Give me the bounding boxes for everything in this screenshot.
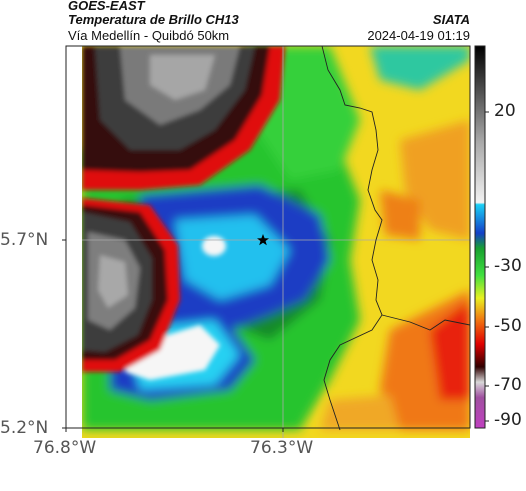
lat-tick-2: 5.2°N (0, 418, 49, 438)
city-star-marker (257, 234, 269, 246)
product-title: Temperatura de Brillo CH13 (68, 12, 239, 27)
datetime-label: 2024-04-19 01:19 (367, 28, 470, 43)
colorbar-tick-20: 20 (494, 101, 516, 121)
region-label: Vía Medellín - Quibdó 50km (68, 28, 230, 43)
satellite-name: GOES-EAST (68, 0, 145, 13)
colorbar-tick-m70: -70 (494, 375, 522, 395)
border-line (321, 46, 383, 431)
agency-label: SIATA (432, 12, 470, 27)
lon-tick-1: 76.8°W (33, 438, 97, 458)
map-frame (65, 45, 471, 429)
colorbar (474, 45, 486, 429)
colorbar-tick-m50: -50 (494, 316, 522, 336)
colorbar-tick-m30: -30 (494, 256, 522, 276)
lon-tick-2: 76.3°W (250, 438, 314, 458)
temperature-field (82, 46, 470, 438)
colorbar-tick-m90: -90 (494, 410, 522, 430)
border-line-east (381, 314, 470, 331)
lat-tick-1: 5.7°N (0, 230, 49, 250)
